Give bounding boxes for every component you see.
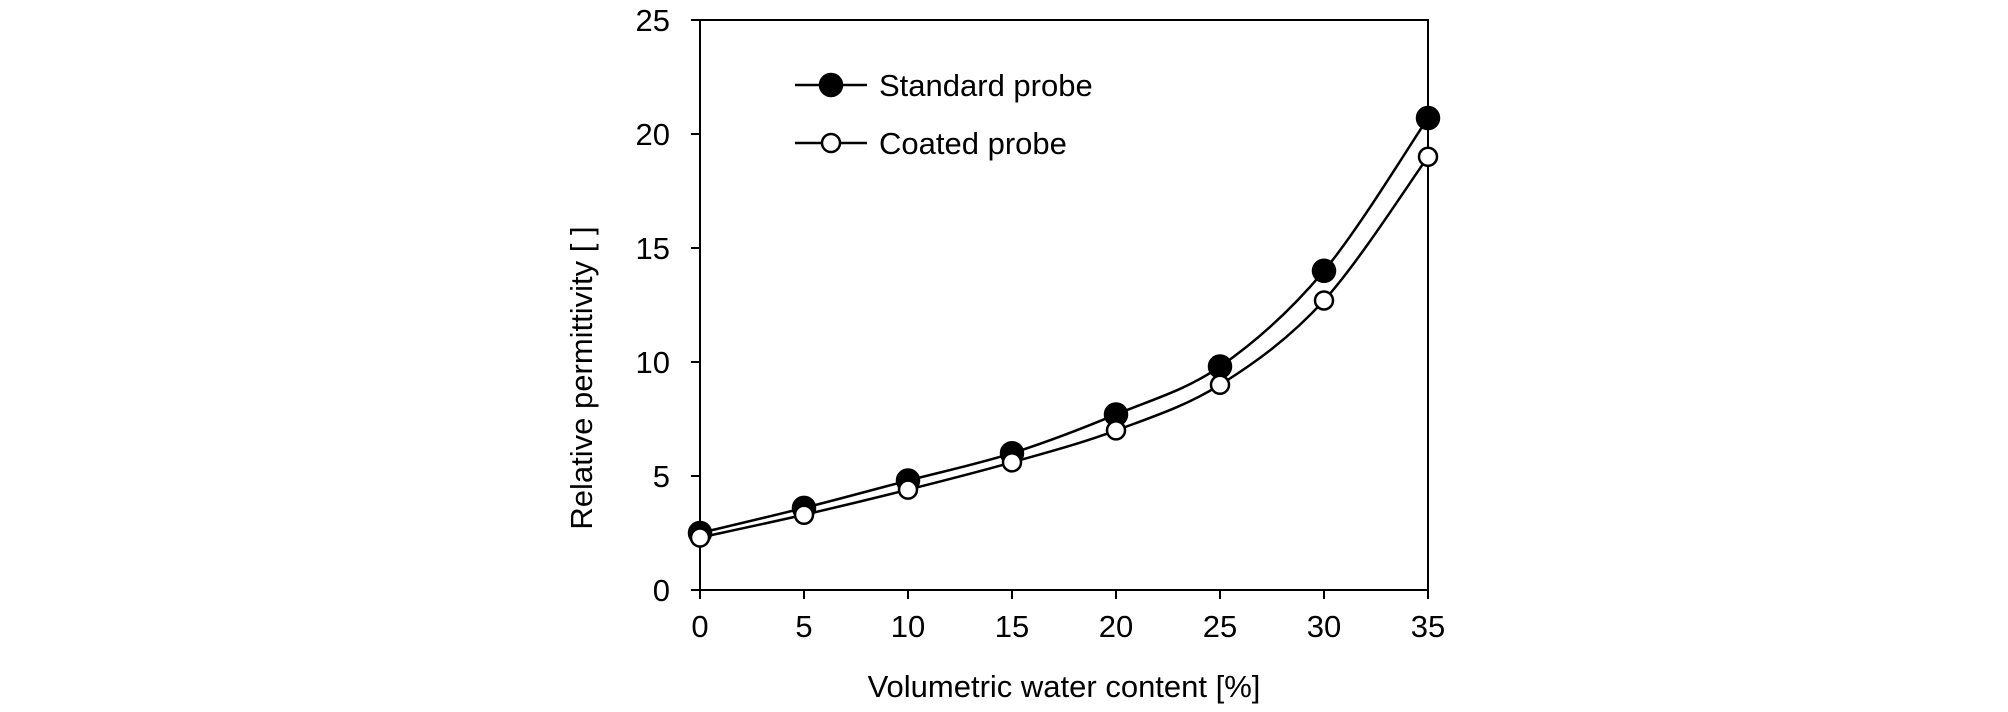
data-point xyxy=(689,527,711,548)
data-point xyxy=(1415,105,1441,131)
series-coated-probe xyxy=(689,146,1439,548)
y-tick-label: 0 xyxy=(653,573,670,608)
y-tick-label: 5 xyxy=(653,459,670,494)
legend-entry: Standard probe xyxy=(795,68,1093,103)
x-tick-label: 15 xyxy=(995,609,1029,644)
legend-marker xyxy=(820,132,842,154)
y-tick-label: 15 xyxy=(636,231,670,266)
series-line xyxy=(699,117,1430,535)
y-tick-label: 25 xyxy=(636,3,670,38)
legend-marker xyxy=(818,72,844,98)
x-tick-label: 20 xyxy=(1099,609,1133,644)
legend: Standard probe Coated probe xyxy=(795,68,1093,161)
data-point xyxy=(1417,146,1439,168)
legend-entry: Coated probe xyxy=(795,126,1067,161)
data-series xyxy=(687,105,1441,548)
x-tick-label: 25 xyxy=(1203,609,1237,644)
legend-label: Standard probe xyxy=(879,68,1093,103)
tick-marks xyxy=(691,19,1429,599)
x-tick-label: 35 xyxy=(1411,609,1445,644)
data-point xyxy=(1311,258,1337,284)
data-point xyxy=(1001,452,1023,473)
series-line xyxy=(699,156,1430,539)
data-point xyxy=(793,504,815,526)
x-tick-label: 10 xyxy=(891,609,925,644)
legend-label: Coated probe xyxy=(879,126,1067,161)
plot-frame xyxy=(699,19,1429,591)
x-tick-label: 0 xyxy=(691,609,708,644)
data-point xyxy=(897,479,919,500)
data-point xyxy=(1313,290,1335,311)
y-axis-label: Relative permittivity [ ] xyxy=(564,226,599,529)
x-axis-label: Volumetric water content [%] xyxy=(868,669,1261,704)
data-point xyxy=(1105,420,1127,441)
x-tick-label: 5 xyxy=(795,609,812,644)
data-point xyxy=(1209,374,1231,396)
y-tick-label: 10 xyxy=(636,345,670,380)
x-tick-label: 30 xyxy=(1307,609,1341,644)
axes xyxy=(699,19,1429,591)
y-tick-label: 20 xyxy=(636,117,670,152)
data-point xyxy=(1207,354,1233,379)
tick-labels: 0 5 10 15 20 25 30 35 0 5 10 15 20 25 xyxy=(636,3,1446,644)
series-standard-probe xyxy=(687,105,1441,546)
